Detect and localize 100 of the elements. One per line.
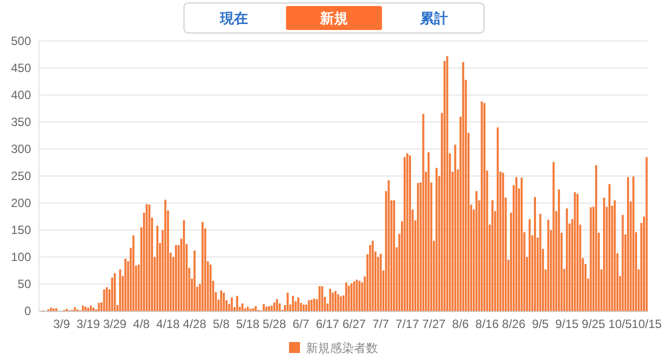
bar (230, 298, 233, 311)
bar (262, 304, 265, 311)
tabs: 現在 新規 累計 (184, 2, 484, 34)
bar (491, 200, 494, 311)
bar (292, 296, 294, 311)
bar (74, 307, 76, 311)
bar (329, 288, 332, 311)
legend-label: 新規感染者数 (306, 341, 378, 355)
bar (202, 222, 204, 311)
bar (422, 114, 424, 311)
bar (164, 200, 166, 311)
bar (222, 292, 225, 311)
x-tick-label: 8/26 (502, 317, 526, 331)
bar (246, 306, 249, 311)
bar (268, 306, 270, 311)
bar (50, 308, 52, 311)
bar (388, 180, 390, 311)
x-tick-label: 9/5 (532, 317, 549, 331)
x-tick-label: 5/28 (262, 317, 286, 331)
bar (148, 204, 150, 311)
bar (372, 240, 374, 311)
bar (210, 264, 212, 311)
bar (528, 219, 531, 311)
bar (132, 235, 134, 311)
bar (332, 292, 334, 311)
bar (278, 303, 281, 311)
bar (340, 296, 342, 311)
bar (321, 286, 324, 311)
x-tick-label: 4/28 (182, 317, 207, 331)
bar (608, 184, 610, 311)
x-tick-label: 3/19 (76, 317, 100, 331)
x-tick-label: 6/17 (316, 317, 340, 331)
y-tick-label: 300 (10, 142, 32, 156)
bar (156, 226, 158, 311)
bar (408, 155, 411, 311)
bar (475, 191, 478, 311)
bar (428, 152, 430, 311)
bar (446, 56, 448, 311)
bar (348, 286, 350, 311)
bar (646, 157, 648, 311)
x-tick-label: 8/6 (452, 317, 470, 331)
bar (55, 308, 58, 311)
bar (404, 157, 406, 311)
bar (273, 302, 276, 311)
bar (369, 245, 372, 311)
bar (576, 194, 579, 311)
bar (558, 190, 560, 311)
bar (286, 292, 289, 311)
x-tick-label: 5/8 (212, 317, 230, 331)
x-tick-label: 7/17 (396, 317, 420, 331)
bar (353, 281, 356, 311)
y-tick-label: 100 (10, 250, 32, 264)
bar (534, 197, 536, 311)
y-tick-label: 400 (10, 88, 32, 102)
bar (297, 298, 300, 311)
x-tick-label: 7/27 (422, 317, 446, 331)
bar (462, 62, 464, 311)
bar (614, 200, 616, 311)
bar (334, 291, 337, 311)
bar (182, 220, 185, 311)
bar (539, 214, 542, 311)
bar (358, 280, 360, 311)
bar (114, 273, 116, 311)
x-tick-label: 9/15 (555, 317, 579, 331)
y-tick-label: 200 (10, 196, 32, 210)
bar (98, 302, 100, 311)
bar (436, 168, 438, 311)
x-tick-label: 4/18 (156, 317, 180, 331)
bar (515, 177, 518, 311)
x-tick-label: 3/29 (103, 317, 127, 331)
bar (310, 300, 313, 311)
bar (393, 200, 396, 311)
bar (350, 283, 352, 311)
bar (270, 306, 273, 311)
x-tick-label: 7/7 (372, 317, 390, 331)
bar (627, 177, 630, 311)
x-tick-label: 10/15 (632, 317, 662, 331)
bar (416, 183, 419, 311)
bar (52, 308, 55, 311)
y-tick-label: 50 (18, 277, 32, 291)
y-tick-label: 450 (10, 61, 32, 75)
x-tick-label: 5/18 (236, 317, 260, 331)
bar (103, 289, 106, 311)
bar (318, 286, 321, 311)
bar (265, 306, 268, 311)
bar (146, 204, 148, 311)
bar (406, 153, 408, 311)
bar (92, 308, 95, 311)
bar (496, 127, 499, 311)
bar (174, 245, 177, 311)
x-tick-label: 6/27 (342, 317, 366, 331)
bar (124, 258, 126, 311)
bar (520, 178, 523, 311)
bar (194, 250, 196, 311)
bar (356, 280, 358, 311)
bar (622, 214, 624, 311)
x-tick-label: 3/9 (53, 317, 70, 331)
y-tick-label: 0 (24, 304, 32, 318)
bar (483, 103, 486, 311)
y-tick-label: 350 (10, 115, 32, 129)
